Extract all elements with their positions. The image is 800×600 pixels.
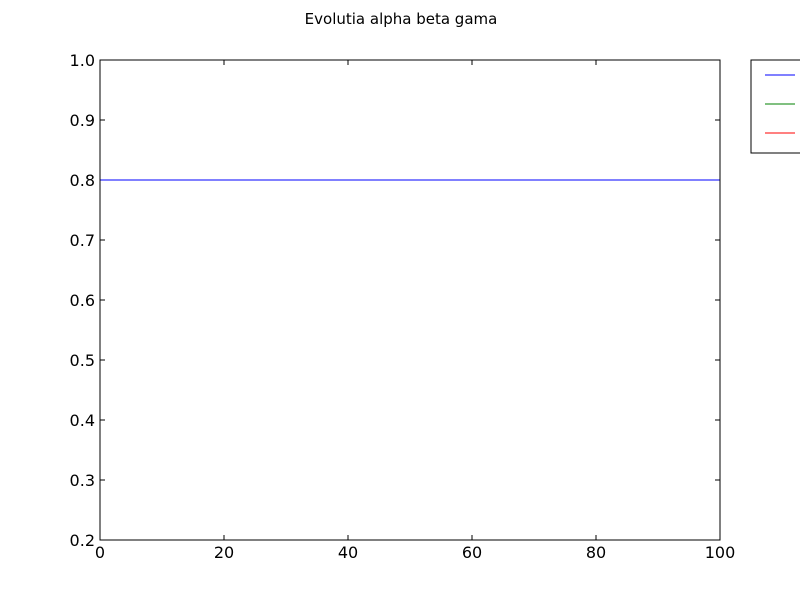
y-tick-label: 0.9	[70, 111, 95, 130]
y-tick-label: 0.8	[70, 171, 95, 190]
y-tick-label: 0.6	[70, 291, 95, 310]
x-tick-label: 60	[462, 543, 482, 562]
x-tick-label: 0	[95, 543, 105, 562]
x-tick-label: 20	[214, 543, 234, 562]
legend-box	[750, 59, 800, 154]
plot-area-frame	[99, 59, 721, 541]
y-tick-label: 0.3	[70, 471, 95, 490]
y-tick-label: 0.7	[70, 231, 95, 250]
y-tick-label: 0.2	[70, 531, 95, 550]
chart-title: Evolutia alpha beta gama	[305, 10, 498, 28]
y-tick-label: 0.5	[70, 351, 95, 370]
x-tick-label: 80	[586, 543, 606, 562]
axis-ticks: 0 20 40 60 80 100 0.2 0.3 0.4 0.5 0.6 0.7 0.8 0.9 1.0	[70, 51, 736, 562]
legend	[750, 59, 800, 154]
y-tick-label: 1.0	[70, 51, 95, 70]
y-tick-label: 0.4	[70, 411, 95, 430]
x-tick-label: 100	[705, 543, 736, 562]
x-tick-label: 40	[338, 543, 358, 562]
